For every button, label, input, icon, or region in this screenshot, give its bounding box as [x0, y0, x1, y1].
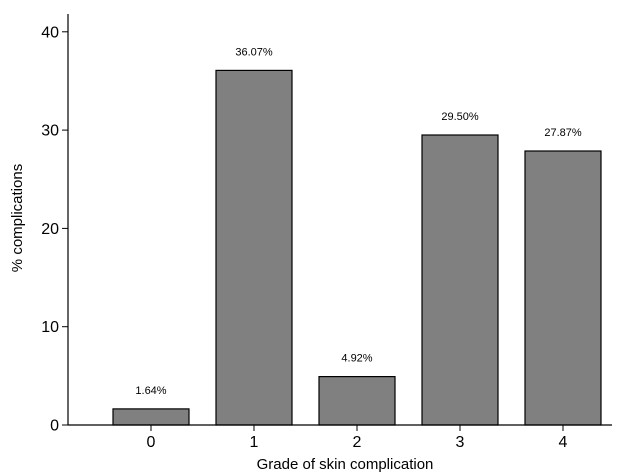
x-tick-label-2: 2 [353, 434, 362, 451]
y-axis-title: % complications [9, 164, 26, 272]
bar-0 [112, 408, 190, 426]
bar-2 [318, 376, 396, 426]
bar-1 [215, 69, 293, 426]
x-tick-label-3: 3 [456, 434, 465, 451]
bars-layer [112, 69, 602, 426]
data-label-3: 29.50% [441, 111, 479, 123]
data-labels-layer: 1.64% 36.07% 4.92% 29.50% 27.87% [135, 46, 582, 397]
bar-3 [421, 134, 499, 426]
y-tick-label-0: 0 [50, 418, 59, 435]
y-tick-label-40: 40 [41, 24, 59, 41]
y-tick-label-30: 30 [41, 123, 59, 140]
data-label-4: 27.87% [544, 127, 582, 139]
y-tick-label-10: 10 [41, 319, 59, 336]
bar-4 [524, 150, 602, 426]
x-tick-label-4: 4 [559, 434, 568, 451]
data-label-2: 4.92% [341, 353, 372, 365]
y-axis: 0 10 20 30 40 [41, 14, 69, 435]
x-axis: 0 1 2 3 4 [68, 424, 612, 451]
x-tick-label-1: 1 [250, 434, 259, 451]
data-label-1: 36.07% [235, 46, 273, 58]
y-tick-label-20: 20 [41, 221, 59, 238]
x-tick-label-0: 0 [147, 434, 156, 451]
x-axis-title: Grade of skin complication [257, 456, 434, 473]
data-label-0: 1.64% [135, 385, 166, 397]
